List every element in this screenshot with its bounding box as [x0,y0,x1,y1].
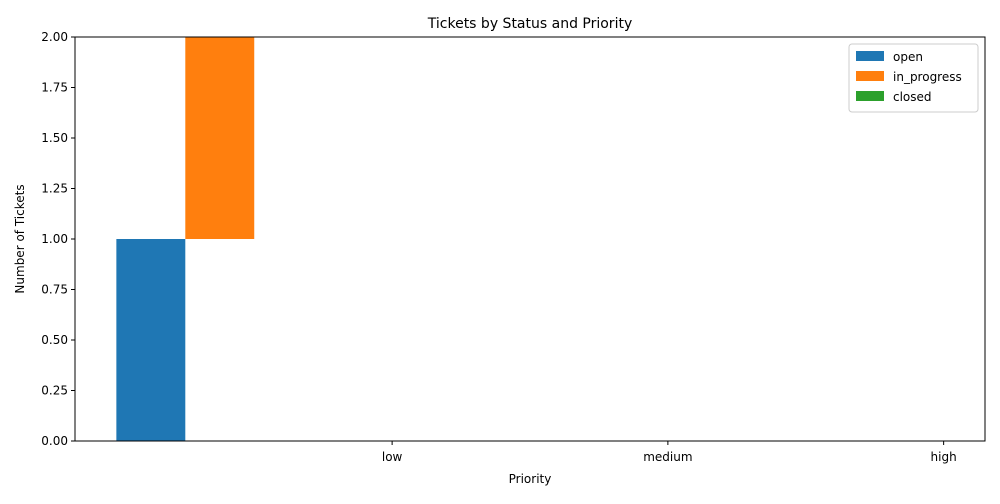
y-tick-label: 0.00 [41,434,68,448]
x-tick-label: low [382,450,403,464]
legend-label: in_progress [893,70,962,84]
y-tick-label: 1.50 [41,131,68,145]
bars [116,37,255,441]
legend-swatch-closed [856,91,884,101]
legend-swatch-in_progress [856,71,884,81]
y-tick-label: 0.25 [41,384,68,398]
y-tick-label: 0.75 [41,283,68,297]
legend-label: closed [893,90,932,104]
y-axis-label: Number of Tickets [13,184,27,293]
y-axis-ticks: 0.00 0.25 0.50 0.75 1.00 1.25 1.50 1.75 2.00 [41,30,75,448]
x-tick-label: medium [643,450,692,464]
y-tick-label: 1.25 [41,182,68,196]
legend-swatch-open [856,51,884,61]
y-tick-label: 2.00 [41,30,68,44]
bar-in_progress [185,37,255,239]
y-tick-label: 1.00 [41,232,68,246]
x-axis-ticks: low medium high [382,441,957,464]
chart-title: Tickets by Status and Priority [427,16,632,32]
bar-open [116,239,186,441]
x-axis-label: Priority [509,472,552,486]
y-tick-label: 0.50 [41,333,68,347]
legend-label: open [893,50,923,64]
x-tick-label: high [931,450,957,464]
y-tick-label: 1.75 [41,81,68,95]
plot-frame [74,36,986,442]
